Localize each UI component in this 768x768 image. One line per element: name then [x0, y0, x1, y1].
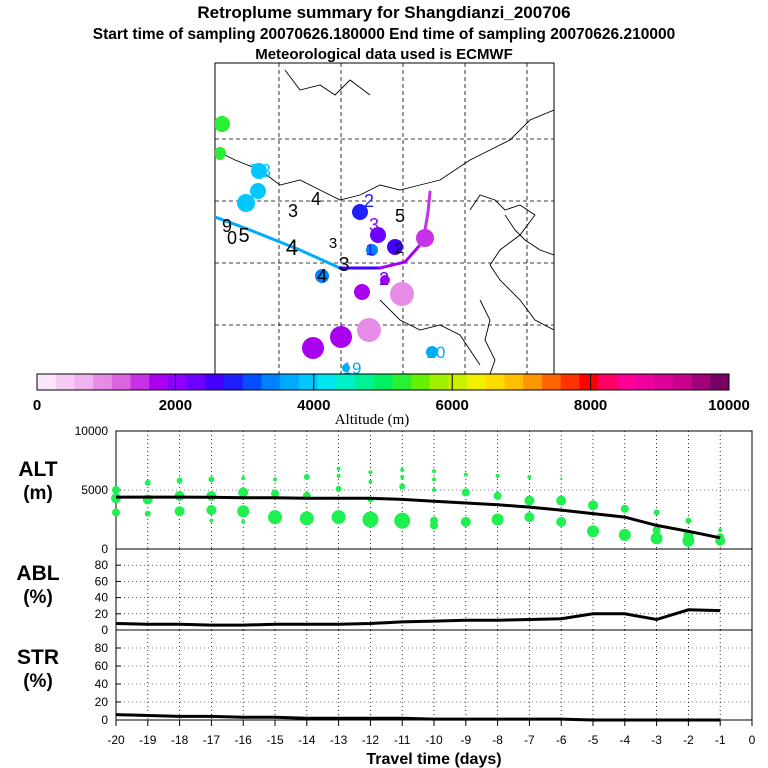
plume-circle [352, 204, 368, 220]
plume-circle [330, 326, 352, 348]
plume-circle [357, 318, 381, 342]
trajectory-early [215, 215, 342, 270]
map-boundary [454, 109, 554, 171]
plume-label: 7 [250, 161, 260, 181]
plume-label: 20 [427, 343, 446, 362]
plume-circle [251, 163, 267, 179]
plume-circle [370, 227, 386, 243]
plume-label: 4 [311, 189, 321, 209]
map-boundary [479, 299, 496, 374]
plume-circle [215, 116, 230, 132]
plume-circle [366, 244, 378, 256]
plume-label: 0 [393, 237, 403, 257]
plume-label: 2 [379, 269, 389, 289]
plume-label: 4 [317, 266, 327, 286]
met-data-note: Meteorological data used is ECMWF [255, 46, 513, 63]
plume-circle [426, 346, 438, 358]
plume-label: 5 [395, 206, 405, 226]
figure-title: Retroplume summary for Shangdianzi_20070… [197, 3, 571, 22]
plume-label: 6 [252, 181, 262, 201]
plume-label: 3 [364, 321, 374, 341]
plume-circle [315, 269, 329, 283]
plume-circle [380, 275, 390, 285]
plume-label: 9 [218, 114, 228, 134]
plume-circle [237, 194, 255, 212]
sampling-times: Start time of sampling 20070626.180000 E… [92, 26, 676, 43]
plume-label: 4 [336, 328, 346, 348]
plume-label: 5 [238, 225, 249, 247]
plume-circle [342, 364, 350, 372]
map-boundary [379, 299, 481, 366]
plume-circle [302, 337, 324, 359]
plume-label: 2 [395, 240, 403, 257]
plume-label: 19 [343, 359, 362, 378]
plume-label: 2 [364, 191, 374, 211]
plume-label: 5 [308, 339, 318, 359]
plume-label: 3 [329, 235, 337, 252]
map-frame [214, 62, 555, 375]
plume-label: 3 [369, 215, 379, 235]
plume-label: 0 [227, 228, 237, 248]
trajectory-late [378, 243, 422, 270]
plume-label: 6 [357, 282, 367, 302]
plume-circle [250, 183, 266, 199]
plume-label: 3 [288, 201, 298, 221]
plume-label: 2 [397, 285, 407, 305]
plume-circle [387, 239, 403, 255]
plume-label: 8 [215, 144, 225, 164]
plume-circle [390, 282, 414, 306]
plume-label: 4 [286, 235, 298, 260]
plume-label: 3 [261, 161, 271, 181]
plume-label: 3 [338, 254, 349, 276]
plume-circle [215, 147, 226, 159]
plume-circle [416, 229, 434, 247]
plume-label: 5 [241, 194, 251, 214]
plume-label: 1 [419, 228, 429, 248]
plume-label: 1 [366, 242, 375, 259]
plume-label: 9 [222, 216, 232, 236]
map-boundary [284, 69, 371, 96]
map-boundary [504, 214, 554, 256]
plume-circle [354, 284, 370, 300]
